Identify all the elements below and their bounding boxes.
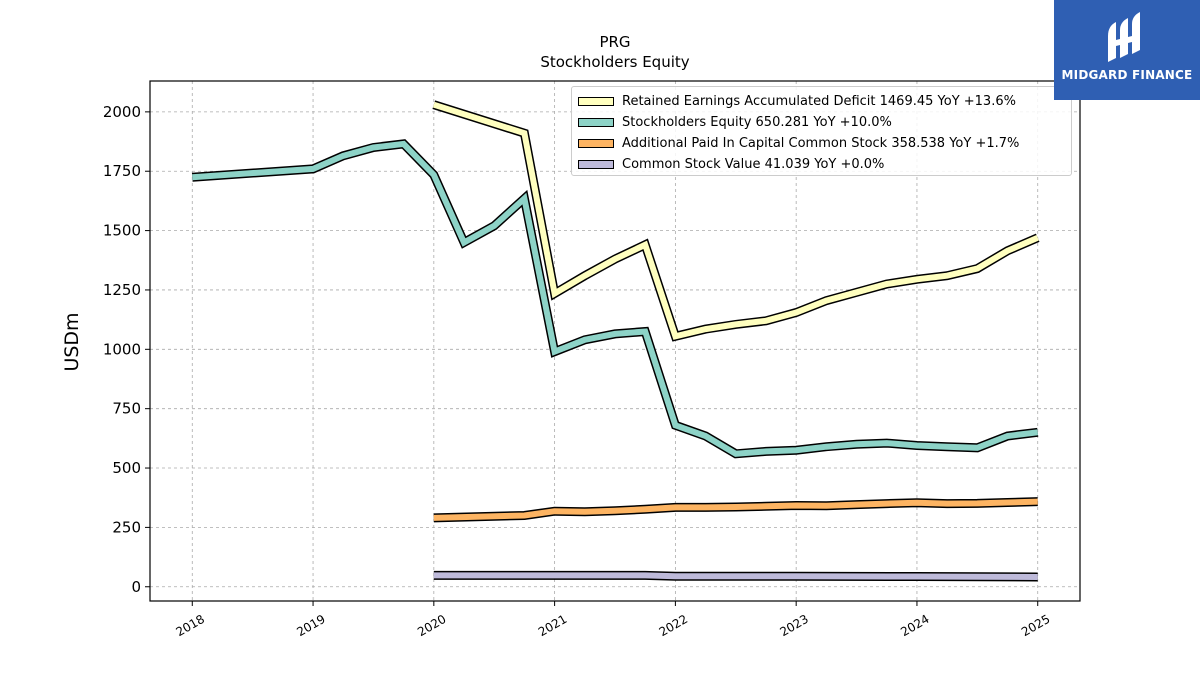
axis-ticks: 0 250 500 750 1000 1250 1500 1750 2000 2018 2019 20… [103,103,1053,639]
legend-swatch [578,118,614,127]
y-tick-label: 1250 [103,281,141,299]
x-tick-label: 2019 [294,612,327,639]
series-line [432,101,1039,340]
x-tick-label: 2025 [1019,612,1052,639]
midgard-logo-icon [1108,12,1140,62]
y-tick-label: 0 [131,578,141,596]
legend-swatch [578,139,614,148]
y-tick-label: 500 [112,459,141,477]
legend-label: Stockholders Equity 650.281 YoY +10.0% [622,115,892,130]
legend-label: Common Stock Value 41.039 YoY +0.0% [622,157,885,172]
series-line [433,572,1038,580]
legend: Retained Earnings Accumulated Deficit 14… [571,86,1072,176]
series-layer [191,100,1040,582]
legend-swatch [578,97,614,106]
y-tick-label: 750 [112,400,141,418]
legend-item: Stockholders Equity 650.281 YoY +10.0% [578,112,1065,133]
axes-frame [149,80,1081,602]
series-line [192,140,1039,457]
x-tick-label: 2023 [777,612,810,639]
chart-subtitle: Stockholders Equity [540,53,690,71]
legend-item: Common Stock Value 41.039 YoY +0.0% [578,154,1065,175]
legend-swatch [578,160,614,169]
x-tick-label: 2021 [536,612,569,639]
x-tick-label: 2020 [415,612,448,639]
y-tick-label: 1750 [103,162,141,180]
x-tick-label: 2018 [174,612,207,639]
brand-name: MIDGARD FINANCE [1061,68,1193,82]
x-tick-label: 2024 [898,612,931,639]
legend-label: Additional Paid In Capital Common Stock … [622,136,1020,151]
chart-title: PRG [599,33,631,51]
y-tick-label: 1500 [103,222,141,240]
x-tick-label: 2022 [657,612,690,639]
y-tick-label: 1000 [103,340,141,358]
legend-item: Additional Paid In Capital Common Stock … [578,133,1065,154]
y-tick-label: 250 [112,518,141,536]
series-line [433,498,1038,521]
legend-item: Retained Earnings Accumulated Deficit 14… [578,91,1065,112]
brand-logo: MIDGARD FINANCE [1054,0,1200,100]
legend-label: Retained Earnings Accumulated Deficit 14… [622,94,1016,109]
series-outline [191,139,1039,459]
y-axis-label: USDm [61,312,83,372]
y-tick-label: 2000 [103,103,141,121]
